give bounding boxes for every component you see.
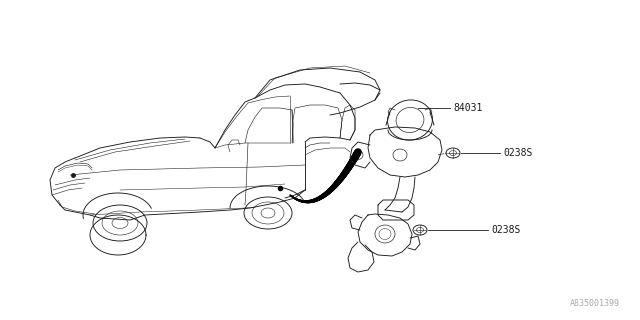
Text: 0238S: 0238S: [503, 148, 532, 158]
Text: A835001399: A835001399: [570, 299, 620, 308]
Text: 0238S: 0238S: [491, 225, 520, 235]
Text: 84031: 84031: [453, 103, 483, 113]
